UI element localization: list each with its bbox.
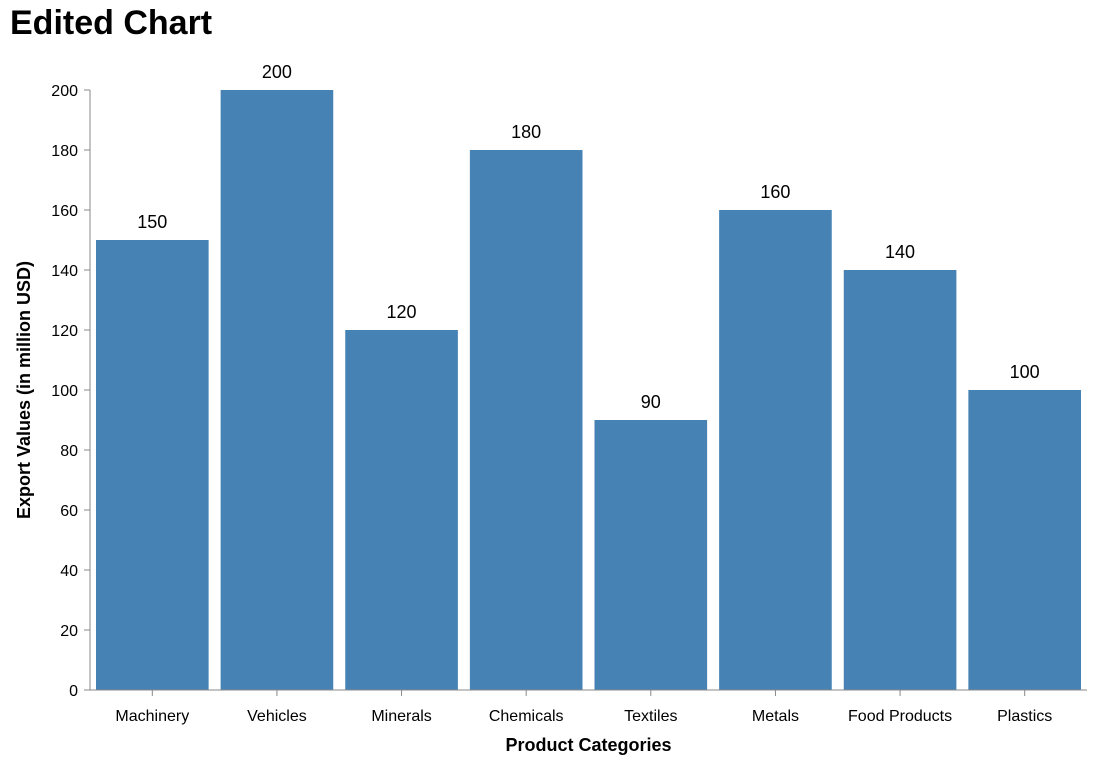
x-tick-label: Machinery	[115, 708, 189, 725]
y-tick-label: 120	[51, 323, 78, 340]
data-label: 90	[641, 392, 661, 412]
chart-title: Edited Chart	[10, 4, 213, 42]
x-tick-label: Vehicles	[247, 708, 307, 725]
x-tick-label: Food Products	[848, 708, 952, 725]
y-tick-label: 140	[51, 263, 78, 280]
y-tick-label: 60	[60, 503, 78, 520]
y-tick-label: 100	[51, 383, 78, 400]
bar-vehicles	[220, 90, 334, 690]
x-axis: Machinery Vehicles Minerals Chemicals Textil…	[90, 689, 1087, 725]
x-tick-label: Minerals	[371, 708, 431, 725]
data-labels-group: 150 200 120 180 90 160 140 100	[137, 62, 1039, 412]
bars-group	[96, 90, 1081, 690]
data-label: 200	[262, 62, 292, 82]
y-tick-label: 20	[60, 623, 78, 640]
data-label: 100	[1010, 362, 1040, 382]
x-tick-label: Textiles	[624, 708, 677, 725]
y-tick-label: 200	[51, 83, 78, 100]
x-tick-label: Chemicals	[489, 708, 564, 725]
bar-machinery	[96, 240, 209, 690]
x-tick-label: Plastics	[997, 708, 1052, 725]
bar-food-products	[843, 270, 957, 690]
y-axis-title: Export Values (in million USD)	[14, 261, 34, 519]
y-tick-label: 160	[51, 203, 78, 220]
data-label: 140	[885, 242, 915, 262]
bar-plastics	[968, 390, 1081, 690]
x-tick-label: Metals	[752, 708, 799, 725]
y-axis: 0 20 40 60 80 100 120 140 160 180 200	[51, 83, 91, 700]
y-tick-label: 0	[69, 683, 78, 700]
bar-chemicals	[469, 150, 583, 690]
y-tick-label: 80	[60, 443, 78, 460]
data-label: 150	[137, 212, 167, 232]
bar-metals	[719, 210, 832, 690]
data-label: 180	[511, 122, 541, 142]
data-label: 120	[387, 302, 417, 322]
y-tick-label: 180	[51, 143, 78, 160]
data-label: 160	[760, 182, 790, 202]
y-tick-label: 40	[60, 563, 78, 580]
bar-minerals	[345, 330, 458, 690]
bar-textiles	[594, 420, 708, 690]
x-axis-title: Product Categories	[505, 735, 671, 755]
